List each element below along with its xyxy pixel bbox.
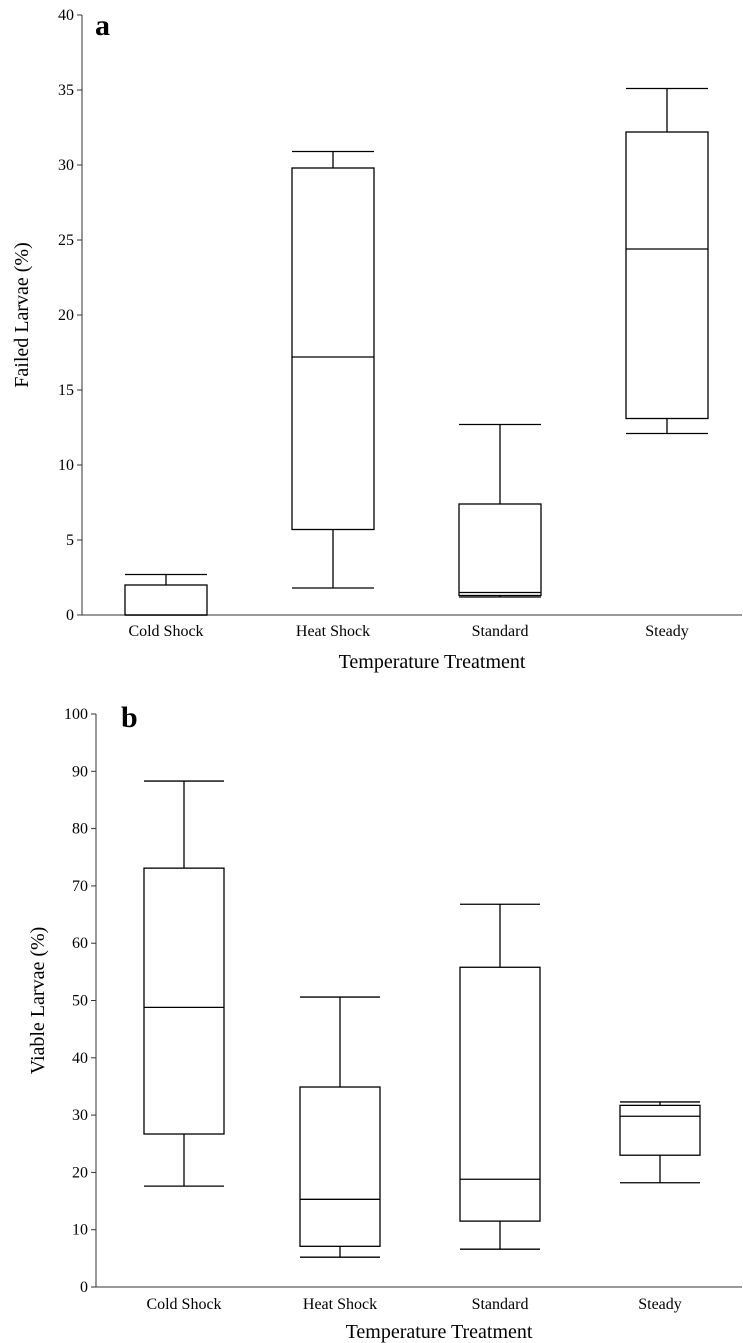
y-tick-label: 25 — [58, 232, 74, 249]
x-axis-title: Temperature Treatment — [339, 651, 526, 673]
iqr-box — [625, 131, 709, 420]
x-tick-label: Standard — [472, 623, 529, 640]
y-tick-label: 20 — [58, 307, 74, 324]
y-tick-label: 10 — [72, 1222, 88, 1239]
x-tick-label: Standard — [472, 1296, 529, 1313]
y-tick-label: 40 — [72, 1050, 88, 1067]
panel-label: b — [121, 701, 138, 734]
chart-panel-a: 0 5 10 15 20 25 30 35 40 Cold Shock Heat Shock Stan… — [11, 7, 742, 673]
box-steady — [619, 1101, 701, 1184]
iqr-box — [299, 1086, 381, 1247]
y-tick-label: 60 — [72, 935, 88, 952]
panel-label: a — [95, 9, 110, 42]
y-tick-label: 0 — [80, 1279, 88, 1296]
x-tick-label: Heat Shock — [296, 623, 370, 640]
y-tick-label: 50 — [72, 993, 88, 1010]
y-tick-label: 70 — [72, 878, 88, 895]
y-tick-label: 15 — [58, 382, 74, 399]
box-cold-shock — [124, 573, 208, 616]
y-tick-label: 20 — [72, 1164, 88, 1181]
y-tick-label: 10 — [58, 457, 74, 474]
box-heat-shock — [291, 150, 375, 589]
iqr-box — [458, 503, 542, 597]
x-tick-label: Steady — [638, 1296, 682, 1313]
x-tick-label: Cold Shock — [128, 623, 203, 640]
x-tick-label: Cold Shock — [146, 1296, 221, 1313]
y-tick-label: 40 — [58, 7, 74, 24]
y-axis-title: Viable Larvae (%) — [27, 927, 49, 1075]
iqr-box — [619, 1104, 701, 1156]
y-tick-label: 80 — [72, 821, 88, 838]
box-cold-shock — [143, 780, 225, 1187]
iqr-box — [459, 966, 541, 1222]
y-axis-title: Failed Larvae (%) — [11, 242, 33, 387]
y-tick-label: 30 — [72, 1107, 88, 1124]
y-tick-label: 0 — [66, 607, 74, 624]
box-standard — [459, 903, 541, 1250]
y-tick-label: 35 — [58, 82, 74, 99]
x-tick-label: Steady — [645, 623, 689, 640]
box-steady — [625, 87, 709, 435]
iqr-box — [124, 584, 208, 616]
x-tick-label: Heat Shock — [303, 1296, 377, 1313]
y-tick-label: 5 — [66, 532, 74, 549]
iqr-box — [291, 167, 375, 531]
box-heat-shock — [299, 996, 381, 1258]
iqr-box — [143, 867, 225, 1135]
chart-panel-b: 0 10 20 30 40 50 60 70 80 90 100 Cold Shock Heat Sho… — [27, 701, 742, 1343]
y-tick-label: 90 — [72, 763, 88, 780]
y-tick-label: 30 — [58, 157, 74, 174]
y-tick-label: 100 — [64, 706, 88, 723]
box-standard — [458, 423, 542, 598]
x-axis-title: Temperature Treatment — [346, 1321, 533, 1343]
